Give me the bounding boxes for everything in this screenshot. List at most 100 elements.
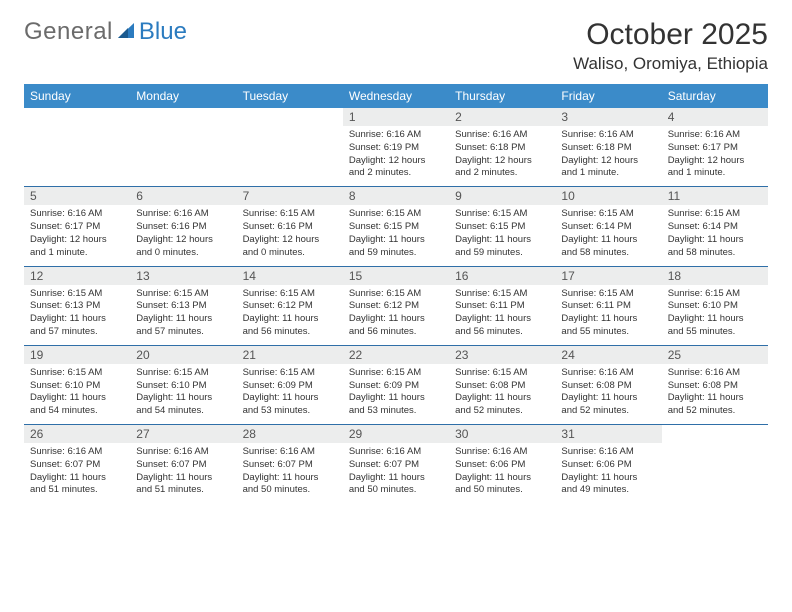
day-number: 13 <box>130 267 236 285</box>
daylight-text: Daylight: 11 hours and 53 minutes. <box>243 392 337 418</box>
calendar-day-cell <box>24 108 130 187</box>
calendar-day-cell: 19Sunrise: 6:15 AMSunset: 6:10 PMDayligh… <box>24 345 130 424</box>
daylight-text: Daylight: 11 hours and 56 minutes. <box>349 313 443 339</box>
day-content: Sunrise: 6:16 AMSunset: 6:07 PMDaylight:… <box>130 443 236 503</box>
day-content: Sunrise: 6:15 AMSunset: 6:16 PMDaylight:… <box>237 205 343 265</box>
calendar-day-cell: 11Sunrise: 6:15 AMSunset: 6:14 PMDayligh… <box>662 187 768 266</box>
daylight-text: Daylight: 11 hours and 55 minutes. <box>668 313 762 339</box>
calendar-day-cell: 22Sunrise: 6:15 AMSunset: 6:09 PMDayligh… <box>343 345 449 424</box>
day-number: 21 <box>237 346 343 364</box>
daylight-text: Daylight: 11 hours and 53 minutes. <box>349 392 443 418</box>
sunrise-text: Sunrise: 6:16 AM <box>30 208 124 221</box>
page-title: October 2025 <box>573 18 768 52</box>
day-number: 2 <box>449 108 555 126</box>
title-block: October 2025 Waliso, Oromiya, Ethiopia <box>573 18 768 74</box>
day-number: 12 <box>24 267 130 285</box>
day-number: 1 <box>343 108 449 126</box>
day-content: Sunrise: 6:16 AMSunset: 6:18 PMDaylight:… <box>449 126 555 186</box>
sunset-text: Sunset: 6:07 PM <box>243 459 337 472</box>
weekday-header: Wednesday <box>343 84 449 108</box>
day-number: 14 <box>237 267 343 285</box>
day-number: 25 <box>662 346 768 364</box>
sunrise-text: Sunrise: 6:16 AM <box>30 446 124 459</box>
sunrise-text: Sunrise: 6:16 AM <box>136 446 230 459</box>
sunset-text: Sunset: 6:10 PM <box>30 380 124 393</box>
sunset-text: Sunset: 6:15 PM <box>455 221 549 234</box>
sunset-text: Sunset: 6:07 PM <box>30 459 124 472</box>
daylight-text: Daylight: 11 hours and 54 minutes. <box>136 392 230 418</box>
calendar-day-cell: 10Sunrise: 6:15 AMSunset: 6:14 PMDayligh… <box>555 187 661 266</box>
sunrise-text: Sunrise: 6:16 AM <box>561 129 655 142</box>
calendar-week-row: 5Sunrise: 6:16 AMSunset: 6:17 PMDaylight… <box>24 187 768 266</box>
day-content: Sunrise: 6:15 AMSunset: 6:12 PMDaylight:… <box>343 285 449 345</box>
sunset-text: Sunset: 6:12 PM <box>349 300 443 313</box>
sunrise-text: Sunrise: 6:15 AM <box>349 367 443 380</box>
day-content: Sunrise: 6:15 AMSunset: 6:14 PMDaylight:… <box>555 205 661 265</box>
sunset-text: Sunset: 6:15 PM <box>349 221 443 234</box>
day-content: Sunrise: 6:16 AMSunset: 6:16 PMDaylight:… <box>130 205 236 265</box>
day-content: Sunrise: 6:16 AMSunset: 6:07 PMDaylight:… <box>237 443 343 503</box>
sunrise-text: Sunrise: 6:15 AM <box>243 288 337 301</box>
daylight-text: Daylight: 12 hours and 1 minute. <box>561 155 655 181</box>
sunrise-text: Sunrise: 6:16 AM <box>243 446 337 459</box>
weekday-header: Sunday <box>24 84 130 108</box>
sunset-text: Sunset: 6:13 PM <box>136 300 230 313</box>
daylight-text: Daylight: 11 hours and 56 minutes. <box>243 313 337 339</box>
day-content: Sunrise: 6:15 AMSunset: 6:13 PMDaylight:… <box>24 285 130 345</box>
sunset-text: Sunset: 6:12 PM <box>243 300 337 313</box>
calendar-day-cell: 13 Sunrise: 6:15 AMSunset: 6:13 PMDayligh… <box>130 266 236 345</box>
calendar-day-cell: 28Sunrise: 6:16 AMSunset: 6:07 PMDayligh… <box>237 425 343 504</box>
sunrise-text: Sunrise: 6:15 AM <box>136 288 230 301</box>
calendar-day-cell: 25Sunrise: 6:16 AMSunset: 6:08 PMDayligh… <box>662 345 768 424</box>
daylight-text: Daylight: 11 hours and 54 minutes. <box>30 392 124 418</box>
sunset-text: Sunset: 6:18 PM <box>455 142 549 155</box>
sunset-text: Sunset: 6:07 PM <box>136 459 230 472</box>
daylight-text: Daylight: 12 hours and 0 minutes. <box>243 234 337 260</box>
daylight-text: Daylight: 12 hours and 1 minute. <box>30 234 124 260</box>
day-content: Sunrise: 6:15 AMSunset: 6:12 PMDaylight:… <box>237 285 343 345</box>
day-number: 23 <box>449 346 555 364</box>
day-content: Sunrise: 6:15 AMSunset: 6:11 PMDaylight:… <box>555 285 661 345</box>
day-number: 4 <box>662 108 768 126</box>
daylight-text: Daylight: 11 hours and 57 minutes. <box>136 313 230 339</box>
sunrise-text: Sunrise: 6:15 AM <box>455 208 549 221</box>
day-content: Sunrise: 6:16 AMSunset: 6:08 PMDaylight:… <box>662 364 768 424</box>
calendar-day-cell: 31Sunrise: 6:16 AMSunset: 6:06 PMDayligh… <box>555 425 661 504</box>
daylight-text: Daylight: 11 hours and 52 minutes. <box>455 392 549 418</box>
daylight-text: Daylight: 11 hours and 49 minutes. <box>561 472 655 498</box>
calendar-day-cell: 24Sunrise: 6:16 AMSunset: 6:08 PMDayligh… <box>555 345 661 424</box>
day-number: 11 <box>662 187 768 205</box>
daylight-text: Daylight: 11 hours and 57 minutes. <box>30 313 124 339</box>
sunset-text: Sunset: 6:16 PM <box>243 221 337 234</box>
calendar-day-cell: 12Sunrise: 6:15 AMSunset: 6:13 PMDayligh… <box>24 266 130 345</box>
sunset-text: Sunset: 6:09 PM <box>349 380 443 393</box>
sunset-text: Sunset: 6:16 PM <box>136 221 230 234</box>
daylight-text: Daylight: 11 hours and 58 minutes. <box>561 234 655 260</box>
day-number: 28 <box>237 425 343 443</box>
calendar-day-cell: 27Sunrise: 6:16 AMSunset: 6:07 PMDayligh… <box>130 425 236 504</box>
day-number: 26 <box>24 425 130 443</box>
sunrise-text: Sunrise: 6:15 AM <box>561 288 655 301</box>
daylight-text: Daylight: 11 hours and 50 minutes. <box>455 472 549 498</box>
sunset-text: Sunset: 6:09 PM <box>243 380 337 393</box>
sunset-text: Sunset: 6:08 PM <box>455 380 549 393</box>
logo: General Blue <box>24 18 187 46</box>
sunset-text: Sunset: 6:14 PM <box>561 221 655 234</box>
calendar-day-cell: 17Sunrise: 6:15 AMSunset: 6:11 PMDayligh… <box>555 266 661 345</box>
calendar-day-cell: 18Sunrise: 6:15 AMSunset: 6:10 PMDayligh… <box>662 266 768 345</box>
day-content: Sunrise: 6:16 AMSunset: 6:06 PMDaylight:… <box>555 443 661 503</box>
calendar-week-row: 12Sunrise: 6:15 AMSunset: 6:13 PMDayligh… <box>24 266 768 345</box>
day-number: 7 <box>237 187 343 205</box>
day-number: 17 <box>555 267 661 285</box>
daylight-text: Daylight: 11 hours and 59 minutes. <box>349 234 443 260</box>
calendar-day-cell: 5Sunrise: 6:16 AMSunset: 6:17 PMDaylight… <box>24 187 130 266</box>
day-number: 19 <box>24 346 130 364</box>
calendar-week-row: 19Sunrise: 6:15 AMSunset: 6:10 PMDayligh… <box>24 345 768 424</box>
sunrise-text: Sunrise: 6:15 AM <box>561 208 655 221</box>
weekday-header: Friday <box>555 84 661 108</box>
daylight-text: Daylight: 11 hours and 50 minutes. <box>349 472 443 498</box>
calendar-day-cell: 9Sunrise: 6:15 AMSunset: 6:15 PMDaylight… <box>449 187 555 266</box>
day-content: Sunrise: 6:15 AMSunset: 6:15 PMDaylight:… <box>343 205 449 265</box>
day-content: Sunrise: 6:15 AMSunset: 6:09 PMDaylight:… <box>237 364 343 424</box>
sunrise-text: Sunrise: 6:16 AM <box>668 367 762 380</box>
